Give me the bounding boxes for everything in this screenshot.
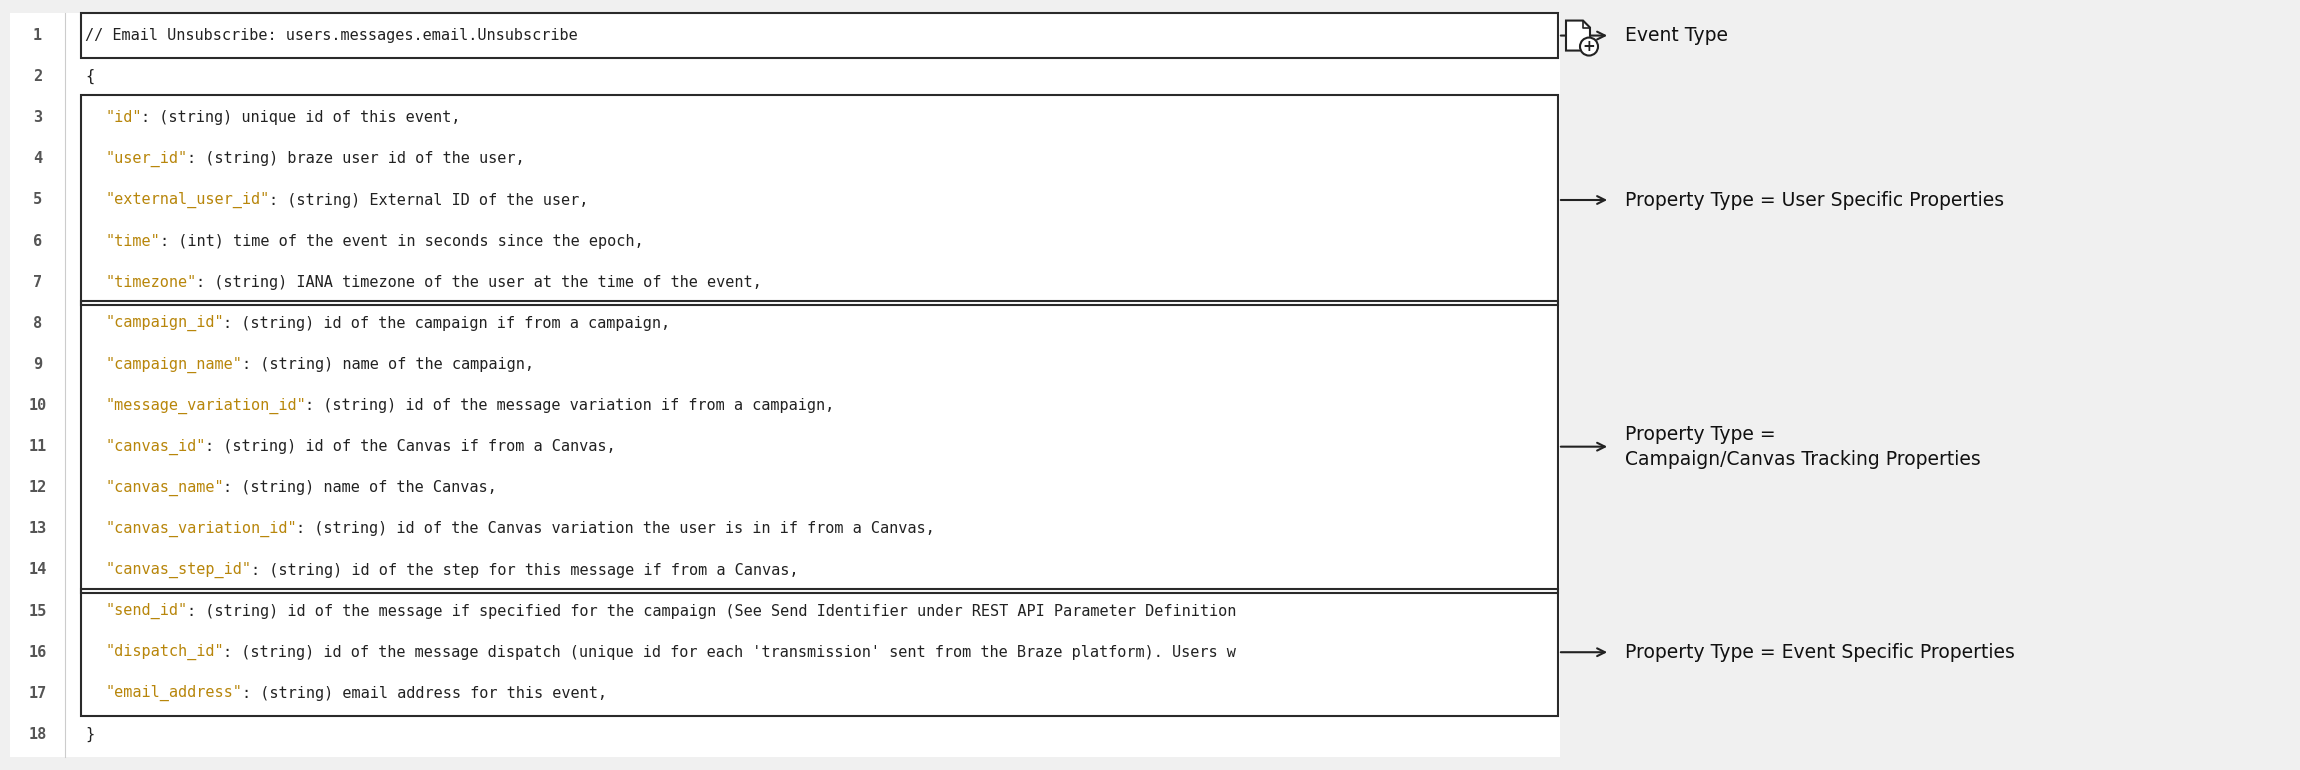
Text: Event Type: Event Type (1626, 26, 1727, 45)
Text: "send_id": "send_id" (106, 603, 186, 619)
Text: "id": "id" (106, 110, 143, 126)
Text: Property Type = Event Specific Properties: Property Type = Event Specific Propertie… (1626, 643, 2015, 661)
Text: : (string) id of the message dispatch (unique id for each 'transmission' sent fr: : (string) id of the message dispatch (u… (223, 644, 1235, 660)
Text: "dispatch_id": "dispatch_id" (106, 644, 223, 661)
Text: 4: 4 (32, 152, 41, 166)
Text: }: } (85, 727, 94, 742)
Text: "canvas_step_id": "canvas_step_id" (106, 562, 251, 578)
Text: : (string) id of the Canvas variation the user is in if from a Canvas,: : (string) id of the Canvas variation th… (297, 521, 934, 537)
Text: 7: 7 (32, 275, 41, 290)
Text: "user_id": "user_id" (106, 151, 186, 167)
Text: : (string) id of the message variation if from a campaign,: : (string) id of the message variation i… (306, 398, 835, 413)
Bar (81, 95, 1557, 305)
Text: 18: 18 (28, 727, 46, 742)
Text: : (string) id of the step for this message if from a Canvas,: : (string) id of the step for this messa… (251, 563, 798, 578)
Text: {: { (85, 69, 94, 84)
Text: "message_variation_id": "message_variation_id" (106, 397, 306, 413)
Text: "canvas_id": "canvas_id" (106, 439, 205, 455)
Text: 1: 1 (32, 28, 41, 43)
Text: : (string) unique id of this event,: : (string) unique id of this event, (140, 110, 460, 126)
Text: : (string) External ID of the user,: : (string) External ID of the user, (269, 192, 589, 207)
Text: : (string) IANA timezone of the user at the time of the event,: : (string) IANA timezone of the user at … (196, 275, 761, 290)
Bar (81, 301, 1557, 593)
Text: 13: 13 (28, 521, 46, 537)
Text: 15: 15 (28, 604, 46, 618)
Text: : (string) braze user id of the user,: : (string) braze user id of the user, (186, 152, 524, 166)
Text: "email_address": "email_address" (106, 685, 242, 701)
Circle shape (1580, 38, 1598, 55)
Text: 8: 8 (32, 316, 41, 331)
Text: "campaign_name": "campaign_name" (106, 357, 242, 373)
Text: : (string) name of the Canvas,: : (string) name of the Canvas, (223, 480, 497, 495)
Text: 9: 9 (32, 357, 41, 372)
Text: 14: 14 (28, 563, 46, 578)
Bar (81, 13, 1557, 58)
Text: : (string) id of the message if specified for the campaign (See Send Identifier : : (string) id of the message if specifie… (186, 604, 1237, 618)
Text: 12: 12 (28, 480, 46, 495)
Text: : (string) name of the campaign,: : (string) name of the campaign, (242, 357, 534, 372)
Text: 10: 10 (28, 398, 46, 413)
Text: "campaign_id": "campaign_id" (106, 315, 223, 331)
Polygon shape (1566, 21, 1589, 51)
Text: // Email Unsubscribe: users.messages.email.Unsubscribe: // Email Unsubscribe: users.messages.ema… (85, 28, 577, 43)
Text: "canvas_name": "canvas_name" (106, 480, 223, 496)
Text: "canvas_variation_id": "canvas_variation_id" (106, 521, 297, 537)
Text: +: + (1582, 39, 1596, 54)
Text: 11: 11 (28, 439, 46, 454)
Text: Property Type = User Specific Properties: Property Type = User Specific Properties (1626, 190, 2003, 209)
Bar (81, 588, 1557, 716)
Text: "time": "time" (106, 233, 159, 249)
Text: : (int) time of the event in seconds since the epoch,: : (int) time of the event in seconds sin… (159, 233, 644, 249)
Bar (9, 13, 1559, 757)
Text: 5: 5 (32, 192, 41, 207)
Text: : (string) id of the campaign if from a campaign,: : (string) id of the campaign if from a … (223, 316, 669, 331)
Text: "external_user_id": "external_user_id" (106, 192, 269, 208)
Text: Property Type =
Campaign/Canvas Tracking Properties: Property Type = Campaign/Canvas Tracking… (1626, 425, 1980, 469)
Text: : (string) id of the Canvas if from a Canvas,: : (string) id of the Canvas if from a Ca… (205, 439, 616, 454)
Text: 16: 16 (28, 644, 46, 660)
Text: 3: 3 (32, 110, 41, 126)
Text: "timezone": "timezone" (106, 275, 196, 290)
Text: 6: 6 (32, 233, 41, 249)
Text: 17: 17 (28, 686, 46, 701)
Text: 2: 2 (32, 69, 41, 84)
Text: : (string) email address for this event,: : (string) email address for this event, (242, 686, 607, 701)
